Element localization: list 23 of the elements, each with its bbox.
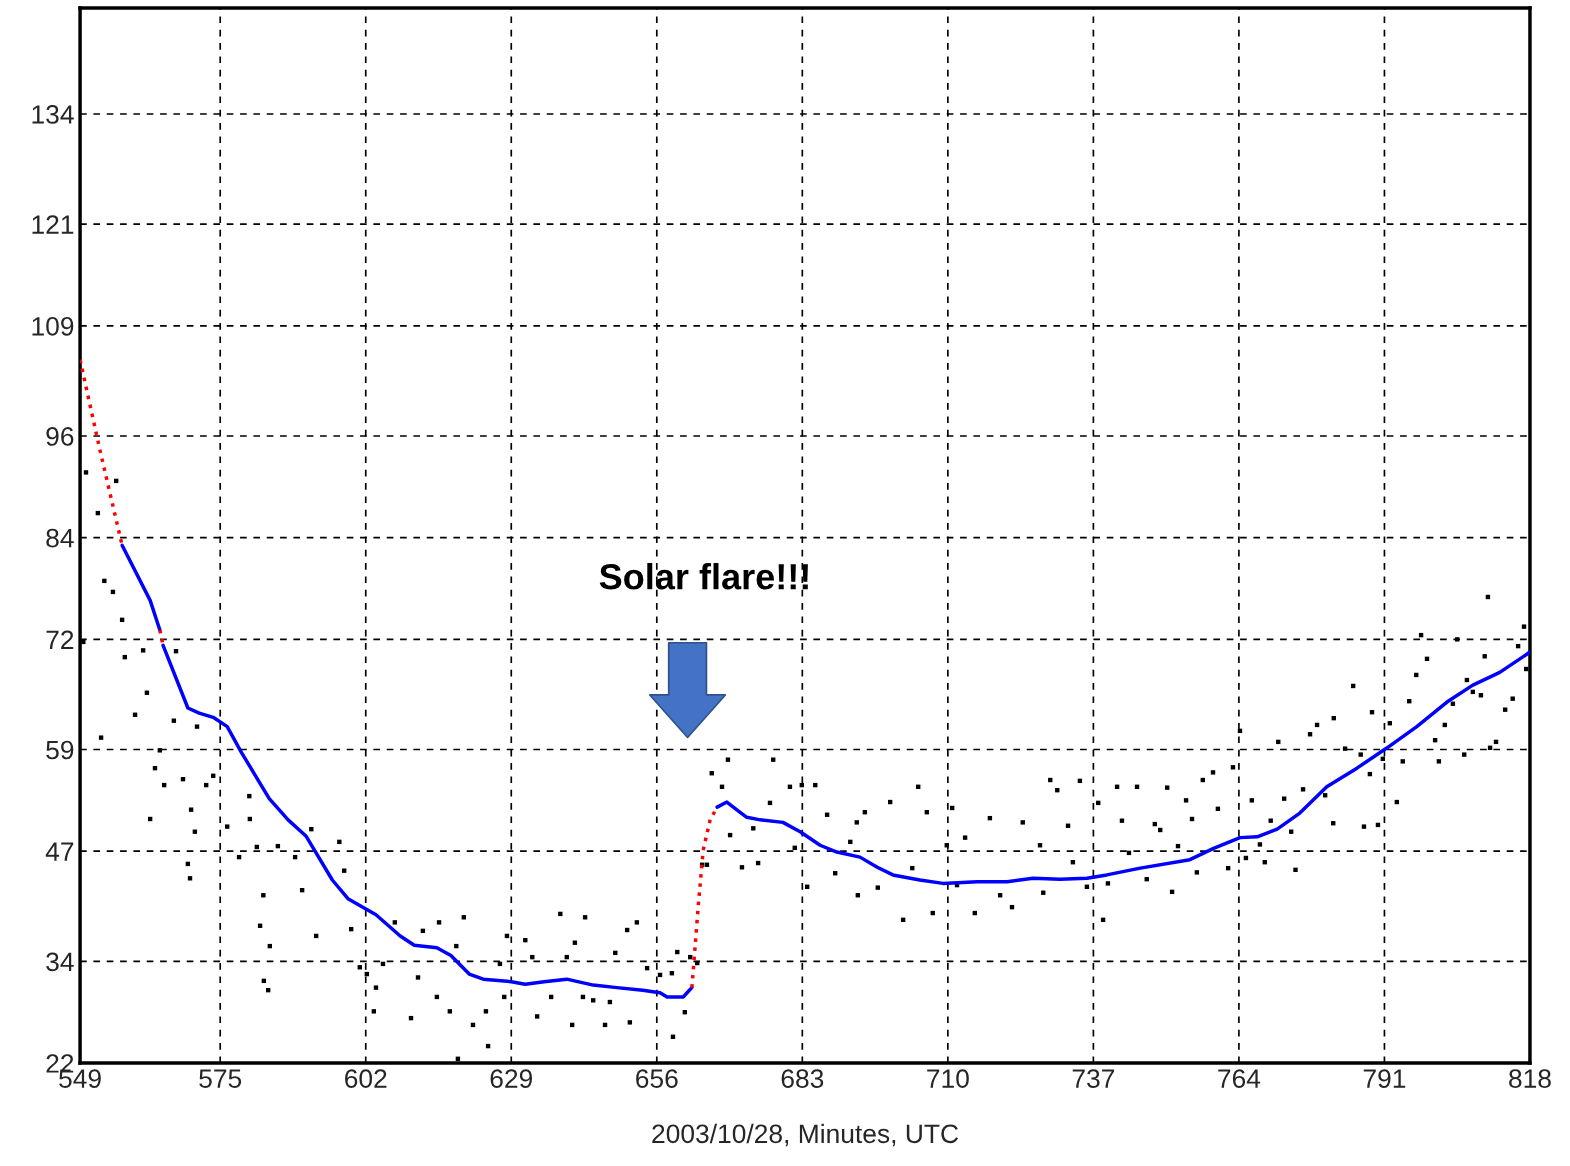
line-series xyxy=(715,650,1530,886)
x-tick-label: 710 xyxy=(927,1069,969,1088)
x-tick-label: 602 xyxy=(345,1069,387,1088)
y-tick-label: 84 xyxy=(46,528,74,548)
x-tick-label: 683 xyxy=(781,1069,824,1088)
x-tick-label: 575 xyxy=(199,1069,242,1088)
x-tick-label: 764 xyxy=(1218,1069,1261,1088)
x-tick-label: 629 xyxy=(490,1069,533,1088)
y-tick-label: 34 xyxy=(46,952,74,972)
x-tick-label: 818 xyxy=(1509,1069,1551,1088)
x-tick-label: 656 xyxy=(636,1069,678,1088)
line-series xyxy=(161,643,694,999)
y-tick-label: 96 xyxy=(46,427,74,446)
y-tick-label: 121 xyxy=(32,215,74,234)
y-tick-label: 59 xyxy=(46,740,74,760)
annotation: Solar flare!!! xyxy=(599,563,808,590)
y-tick-label: 109 xyxy=(32,316,74,336)
x-tick-label: 791 xyxy=(1363,1069,1406,1088)
y-tick-label: 47 xyxy=(45,842,74,861)
y-tick-label: 72 xyxy=(46,630,74,649)
y-tick-label: 134 xyxy=(32,105,74,124)
x-tick-label: 737 xyxy=(1072,1069,1115,1088)
x-axis-title: 2003/10/28, Minutes, UTC xyxy=(652,1123,959,1147)
